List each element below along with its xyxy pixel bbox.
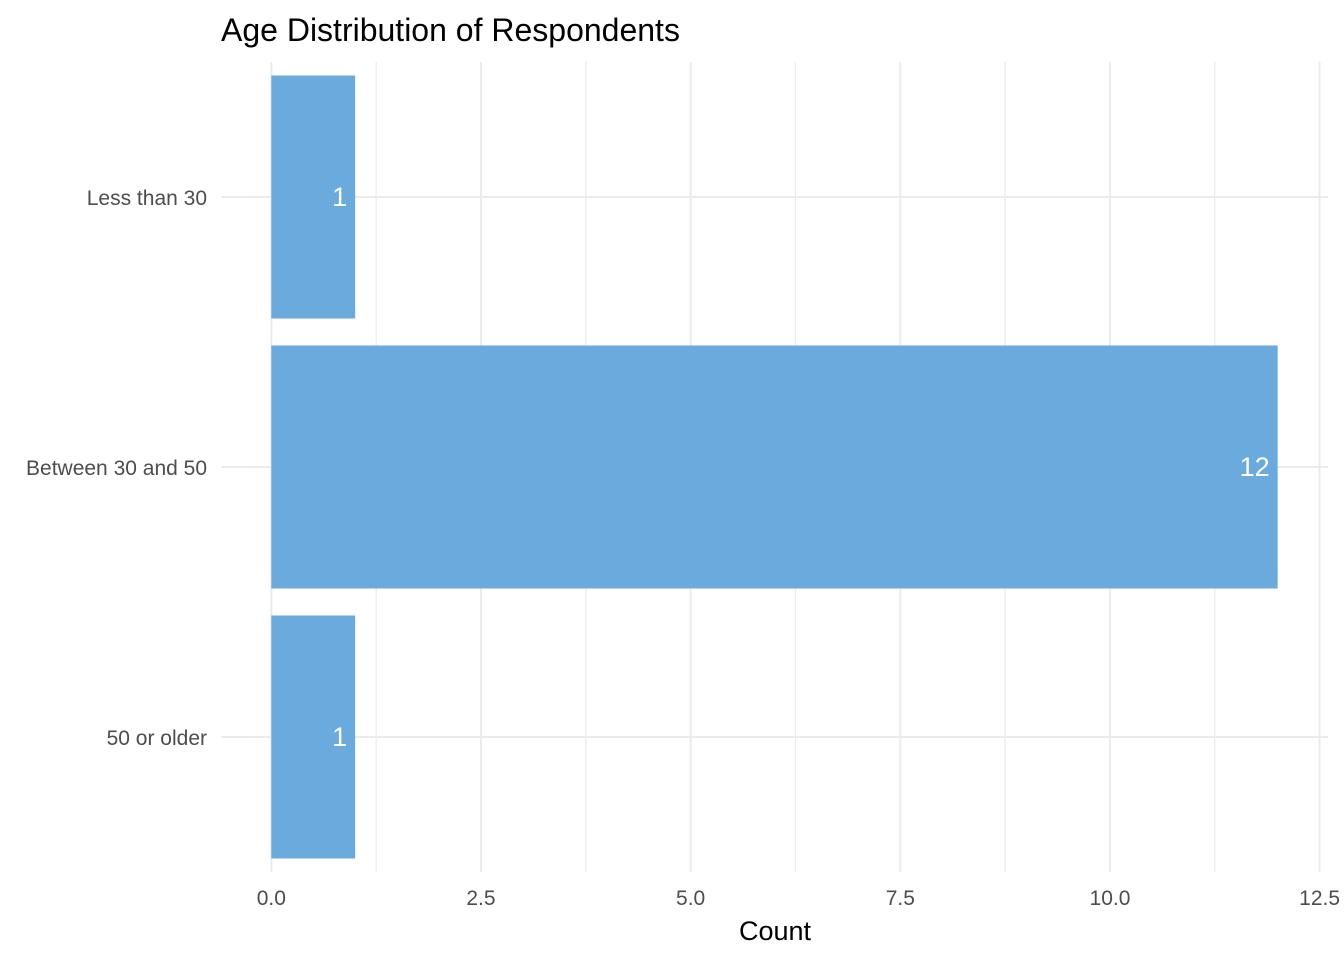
data-labels-layer: 1 12 1 [332, 182, 1270, 752]
chart-title: Age Distribution of Respondents [221, 12, 680, 48]
x-tick-label: 5.0 [676, 887, 705, 910]
y-tick-label: Between 30 and 50 [26, 457, 207, 480]
y-tick-label: Less than 30 [87, 187, 207, 210]
x-tick-label: 0.0 [257, 887, 286, 910]
x-axis: 0.0 2.5 5.0 7.5 10.0 12.5 [257, 887, 1340, 910]
x-tick-label: 7.5 [886, 887, 915, 910]
bars-layer [271, 75, 1278, 859]
bar [271, 75, 356, 319]
y-tick-label: 50 or older [107, 727, 207, 750]
x-tick-label: 2.5 [466, 887, 495, 910]
bar-value-label: 1 [332, 722, 347, 752]
bar [271, 615, 356, 859]
bar-value-label: 1 [332, 182, 347, 212]
bar-value-label: 12 [1240, 452, 1270, 482]
x-tick-label: 10.0 [1090, 887, 1131, 910]
bar [271, 345, 1278, 589]
y-axis: Less than 30 Between 30 and 50 50 or older [26, 187, 207, 750]
x-tick-label: 12.5 [1299, 887, 1340, 910]
x-axis-title: Count [739, 916, 812, 946]
